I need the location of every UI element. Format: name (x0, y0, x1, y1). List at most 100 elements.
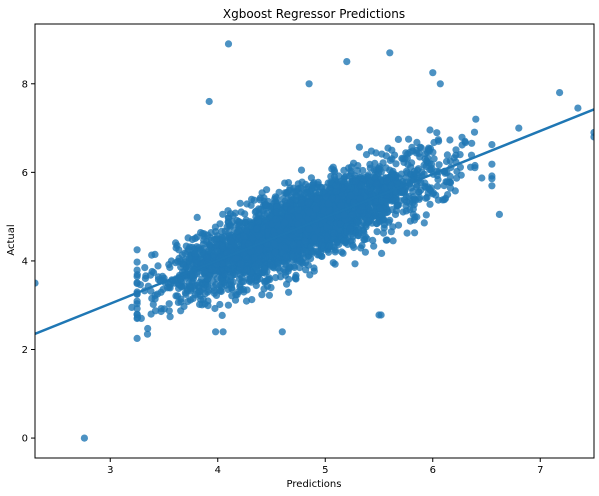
x-axis-label: Predictions (287, 479, 342, 490)
data-point (330, 229, 338, 237)
data-point (426, 126, 434, 134)
data-point (189, 294, 197, 302)
data-point (405, 192, 413, 201)
data-point (389, 223, 397, 231)
data-point (446, 172, 454, 181)
data-point (198, 301, 206, 309)
y-axis-label: Actual (6, 224, 17, 255)
data-point (267, 284, 275, 292)
data-point (340, 166, 348, 174)
data-point (339, 249, 347, 257)
data-point (488, 182, 496, 190)
data-point (429, 69, 437, 77)
data-point (151, 250, 159, 258)
data-point (216, 287, 224, 295)
data-point (256, 196, 264, 204)
data-point (290, 189, 298, 197)
data-point (178, 282, 186, 290)
data-point (235, 218, 244, 226)
data-point (259, 207, 267, 215)
data-point (241, 218, 249, 226)
data-point (394, 221, 403, 229)
data-point (556, 89, 564, 97)
x-tick-label: 3 (107, 465, 113, 476)
data-point (381, 184, 389, 192)
data-point (340, 237, 348, 245)
data-point (301, 259, 310, 267)
data-point (212, 235, 220, 243)
data-point (305, 209, 314, 217)
data-point (415, 149, 423, 157)
data-point (369, 236, 377, 244)
data-point (343, 58, 351, 66)
data-point (420, 219, 428, 227)
data-point (232, 291, 240, 299)
data-point (283, 280, 291, 288)
data-point (488, 160, 496, 168)
data-point (372, 180, 381, 188)
data-point (260, 285, 268, 293)
data-point (389, 237, 397, 245)
data-point (216, 300, 224, 309)
data-point (328, 194, 336, 203)
data-point (443, 151, 451, 159)
data-point (318, 241, 326, 249)
y-tick-label: 8 (22, 79, 28, 90)
data-point (204, 275, 212, 283)
data-point (149, 300, 157, 308)
data-point (358, 241, 366, 250)
data-point (392, 207, 400, 215)
data-point (247, 201, 255, 209)
data-point (133, 334, 141, 342)
data-point (244, 240, 253, 248)
data-points (35, 40, 594, 442)
data-point (311, 234, 319, 242)
data-point (227, 273, 235, 281)
data-point (393, 180, 401, 188)
data-point (351, 260, 359, 268)
data-point (307, 174, 315, 182)
data-point (434, 182, 442, 190)
data-point (357, 181, 365, 189)
data-point (296, 257, 304, 265)
data-point (218, 227, 226, 235)
data-point (328, 165, 336, 173)
data-point (189, 273, 197, 281)
data-point (224, 40, 233, 48)
data-point (345, 172, 353, 180)
data-point (250, 254, 259, 262)
data-point (433, 129, 441, 137)
data-point (303, 188, 311, 197)
data-point (356, 195, 364, 203)
data-point (207, 265, 216, 273)
data-point (219, 210, 227, 218)
data-point (344, 182, 352, 190)
data-point (340, 211, 348, 219)
x-tick-label: 4 (215, 465, 221, 476)
data-point (376, 204, 384, 212)
data-point (265, 291, 273, 299)
data-point (212, 228, 220, 236)
data-point (193, 259, 201, 268)
data-point (337, 202, 345, 210)
data-point (203, 254, 211, 262)
data-point (240, 288, 248, 296)
data-point (271, 248, 279, 256)
data-point (361, 233, 369, 241)
data-point (450, 154, 458, 162)
data-point (347, 191, 355, 200)
data-point (356, 206, 364, 215)
y-tick-label: 4 (22, 256, 28, 267)
data-point (382, 164, 390, 172)
data-point (148, 267, 156, 276)
data-point (446, 136, 454, 144)
data-point (287, 206, 295, 214)
data-point (193, 213, 201, 221)
data-point (452, 146, 460, 154)
data-point (143, 330, 152, 338)
data-point (219, 234, 227, 243)
y-tick-label: 6 (22, 168, 28, 179)
data-point (278, 328, 286, 336)
data-point (405, 135, 413, 143)
